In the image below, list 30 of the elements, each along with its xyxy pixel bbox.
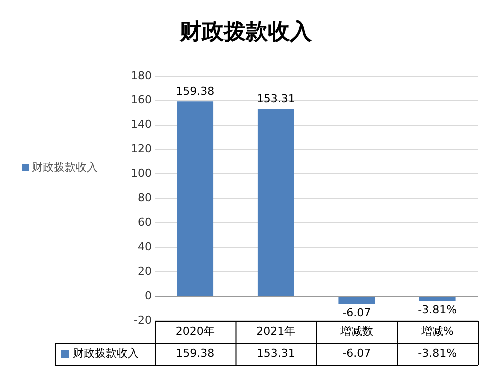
y-tick-label: -20 [134,314,152,327]
text: -6.07 [342,306,372,320]
y-tick-label: 160 [130,94,152,107]
data-label: -3.81% [418,346,458,360]
y-tick-label: 180 [130,69,152,82]
bar [338,297,376,304]
y-tick-label: 140 [130,118,152,132]
text: 财政拨款收入 [32,161,98,174]
bar [177,102,214,296]
data-label: 153.31 [256,346,296,360]
legend-label: 财政拨款收入 [72,346,139,360]
y-tick-label: 100 [130,167,152,180]
x-tick-label: 增减% [420,324,454,338]
y-tick-label: 120 [130,142,152,156]
bar [419,297,456,302]
y-tick-label: 60 [138,216,152,230]
text: -3.81% [418,304,458,317]
x-tick-label: 2020年 [176,324,215,338]
chart-title: 财政拨款收入 [179,20,313,45]
x-tick-label: 2021年 [256,324,296,338]
text: 159.38 [176,84,215,98]
y-tick-label: 20 [138,264,152,278]
x-tick-label: 增减数 [339,324,374,338]
data-label: 159.38 [176,346,215,360]
y-tick-label: 0 [144,289,152,302]
bar [258,109,294,296]
data-label: -6.07 [342,346,372,360]
text: 153.31 [256,92,296,106]
y-tick-label: 80 [138,192,152,205]
y-tick-label: 40 [138,240,152,254]
